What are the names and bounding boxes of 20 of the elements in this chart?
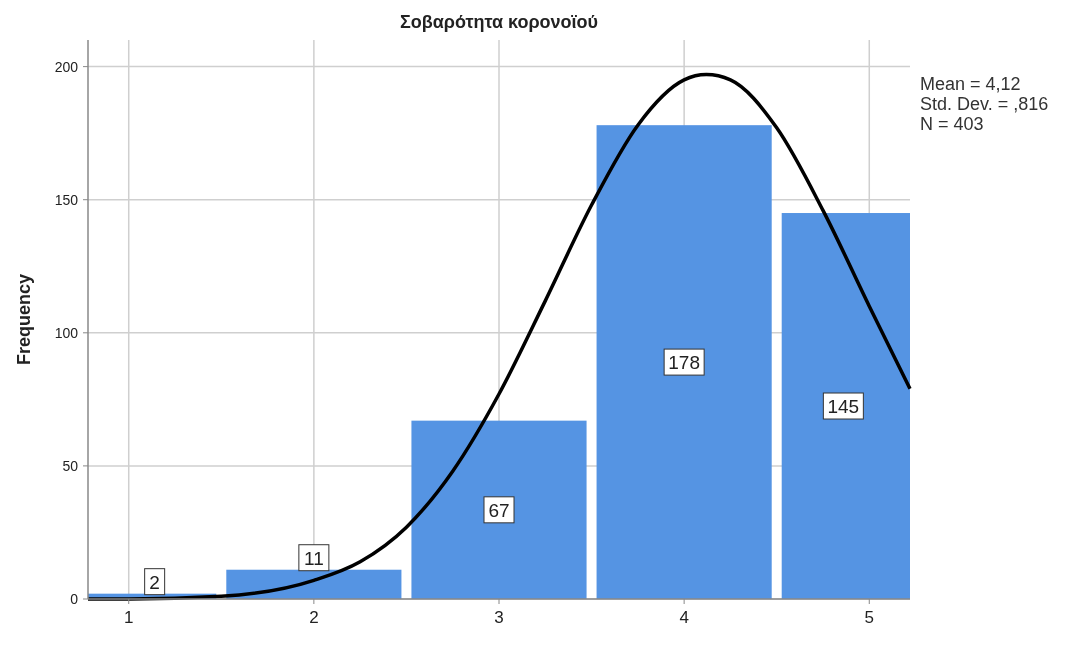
y-axis-title: Frequency: [14, 273, 34, 366]
x-tick-label: 4: [679, 608, 689, 627]
text: Std. Dev. = ,816: [920, 94, 1049, 114]
chart-title: Σοβαρότητα κορονοϊού: [399, 12, 599, 32]
x-tick-label: 1: [124, 608, 134, 627]
y-tick-label: 100: [54, 324, 79, 341]
text: N = 403: [920, 114, 984, 134]
y-tick-label: 200: [54, 58, 79, 75]
x-tick-label: 2: [309, 608, 319, 627]
data-label: 178: [668, 352, 700, 374]
y-tick-label: 50: [62, 457, 79, 474]
data-label: 67: [488, 499, 510, 521]
x-tick-label: 3: [494, 608, 504, 627]
y-tick-label: 0: [70, 591, 79, 607]
data-label: 145: [827, 396, 860, 418]
x-tick-label: 5: [864, 608, 874, 627]
data-label: 11: [304, 547, 324, 569]
y-tick-label: 150: [54, 191, 79, 208]
data-label: 2: [149, 571, 160, 593]
text: Mean = 4,12: [920, 74, 1021, 94]
